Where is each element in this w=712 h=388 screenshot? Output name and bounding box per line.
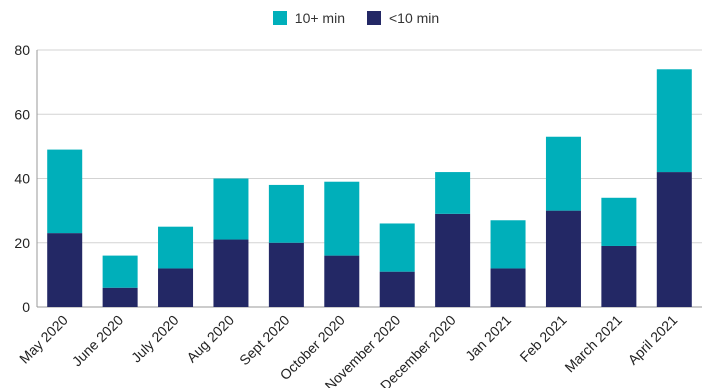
legend-label-under10: <10 min bbox=[389, 10, 440, 26]
legend-item-10plus: 10+ min bbox=[272, 10, 345, 26]
bar-segment-10plus bbox=[379, 223, 415, 272]
legend: 10+ min <10 min bbox=[0, 10, 712, 26]
legend-swatch-10plus bbox=[272, 11, 287, 25]
bar-segment-under10 bbox=[379, 271, 415, 307]
bar-segment-10plus bbox=[47, 149, 83, 234]
bar-segment-10plus bbox=[490, 220, 526, 269]
bar-segment-under10 bbox=[268, 242, 304, 307]
bar-segment-under10 bbox=[158, 268, 194, 307]
legend-label-10plus: 10+ min bbox=[294, 10, 345, 26]
legend-swatch-under10 bbox=[367, 11, 381, 25]
x-tick-label: May 2020 bbox=[16, 312, 71, 367]
legend-item-under10: <10 min bbox=[367, 10, 439, 26]
bar-segment-10plus bbox=[158, 226, 194, 269]
y-tick-label: 80 bbox=[14, 42, 30, 58]
x-tick-label: April 2021 bbox=[625, 312, 681, 368]
bar-segment-under10 bbox=[545, 210, 581, 307]
x-tick-label: March 2021 bbox=[561, 312, 625, 376]
bar-segment-under10 bbox=[213, 239, 249, 307]
x-tick-label: Feb 2021 bbox=[516, 312, 569, 365]
bar-segment-10plus bbox=[268, 184, 304, 243]
y-tick-label: 0 bbox=[22, 299, 30, 315]
bar-segment-under10 bbox=[656, 172, 692, 307]
bar-segment-under10 bbox=[435, 213, 471, 307]
bar-segment-under10 bbox=[102, 287, 138, 307]
bar-segment-10plus bbox=[213, 178, 249, 240]
x-tick-label: July 2020 bbox=[128, 312, 182, 366]
bar-segment-10plus bbox=[656, 69, 692, 173]
bar-segment-10plus bbox=[545, 136, 581, 211]
x-tick-label: Jan 2021 bbox=[462, 312, 514, 364]
bar-segment-under10 bbox=[324, 255, 360, 307]
x-tick-label: June 2020 bbox=[69, 312, 127, 370]
x-tick-label: Aug 2020 bbox=[183, 312, 237, 366]
bar-segment-under10 bbox=[601, 245, 637, 307]
y-tick-label: 40 bbox=[14, 171, 30, 187]
bar-segment-under10 bbox=[490, 268, 526, 307]
y-tick-label: 60 bbox=[14, 106, 30, 122]
y-tick-label: 20 bbox=[14, 235, 30, 251]
bar-segment-10plus bbox=[435, 172, 471, 214]
bar-segment-10plus bbox=[601, 197, 637, 246]
x-tick-label: Sept 2020 bbox=[236, 312, 293, 369]
bar-segment-10plus bbox=[102, 255, 138, 288]
bar-segment-10plus bbox=[324, 181, 360, 256]
bar-segment-under10 bbox=[47, 233, 83, 307]
